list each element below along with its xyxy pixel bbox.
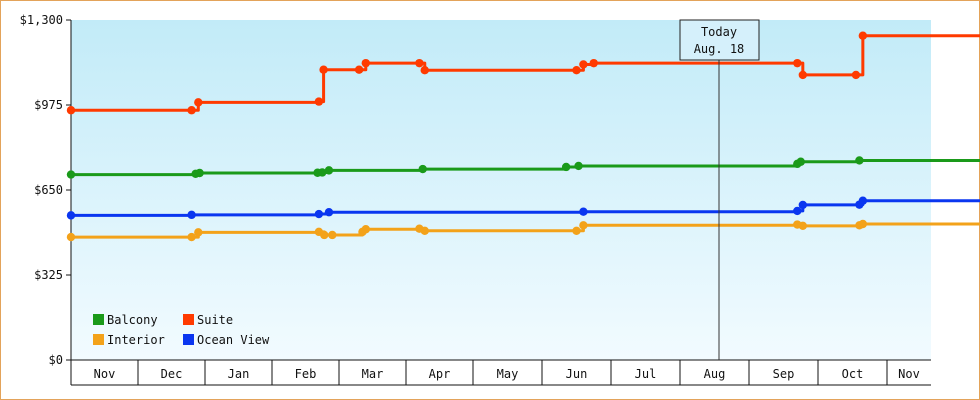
x-tick-label: Jan [228, 367, 250, 381]
y-tick-label: $975 [34, 98, 63, 112]
data-point [418, 164, 427, 174]
legend-swatch [183, 334, 194, 345]
data-point [561, 162, 571, 172]
plot-area [71, 20, 931, 360]
x-tick-label: Sep [773, 367, 795, 381]
data-point [579, 221, 588, 230]
y-tick-label: $1,300 [20, 13, 63, 27]
data-point [66, 106, 76, 115]
data-point [858, 219, 868, 229]
x-tick-label: Mar [362, 367, 384, 381]
data-point [318, 168, 327, 177]
data-point [420, 66, 429, 75]
legend-swatch [183, 314, 194, 325]
data-point [320, 230, 329, 240]
data-point [66, 170, 76, 179]
data-point [579, 60, 588, 69]
data-point [319, 65, 328, 74]
data-point [589, 58, 598, 68]
x-tick-label: Feb [295, 367, 317, 381]
legend-label: Ocean View [197, 333, 270, 347]
x-tick-label: Oct [842, 367, 864, 381]
x-tick-label: Jul [635, 367, 657, 381]
x-tick-label: Dec [161, 367, 183, 381]
y-tick-label: $325 [34, 268, 63, 282]
x-tick-label: Aug [704, 367, 726, 381]
data-point [858, 196, 868, 205]
x-tick-label: Nov [94, 367, 116, 381]
data-point [314, 209, 324, 219]
today-date-label: Aug. 18 [694, 42, 745, 56]
data-point [66, 211, 76, 220]
data-point [187, 106, 196, 115]
data-point [579, 207, 588, 216]
x-tick-label: Apr [429, 367, 451, 381]
data-point [798, 70, 808, 80]
data-point [420, 226, 429, 235]
data-point [793, 58, 802, 68]
legend-label: Suite [197, 313, 233, 327]
data-point [314, 97, 324, 106]
y-tick-label: $650 [34, 183, 63, 197]
today-label: Today [701, 25, 737, 39]
x-tick-label: Jun [566, 367, 588, 381]
data-point [858, 31, 868, 40]
data-point [187, 232, 196, 242]
data-point [798, 221, 808, 231]
y-tick-label: $0 [49, 353, 63, 367]
data-point [851, 70, 861, 80]
data-point [194, 228, 203, 237]
data-point [187, 210, 196, 220]
data-point [574, 161, 583, 171]
data-point [361, 58, 370, 68]
legend-label: Balcony [107, 313, 158, 327]
today-box [679, 19, 760, 61]
data-point [324, 208, 334, 217]
legend-label: Interior [107, 333, 165, 347]
data-point [572, 66, 581, 75]
data-point [354, 65, 364, 74]
data-point [855, 156, 864, 165]
legend-swatch [93, 334, 104, 345]
data-point [796, 157, 805, 166]
data-point [194, 98, 203, 107]
data-point [328, 230, 337, 240]
data-point [572, 226, 581, 235]
data-point [66, 232, 76, 242]
data-point [793, 206, 802, 216]
x-tick-label: May [497, 367, 519, 381]
legend-swatch [93, 314, 104, 325]
data-point [798, 200, 808, 210]
x-tick-label: Nov [898, 367, 920, 381]
data-point [415, 58, 424, 68]
data-point [324, 166, 334, 175]
data-point [195, 168, 204, 178]
data-point [361, 225, 370, 234]
